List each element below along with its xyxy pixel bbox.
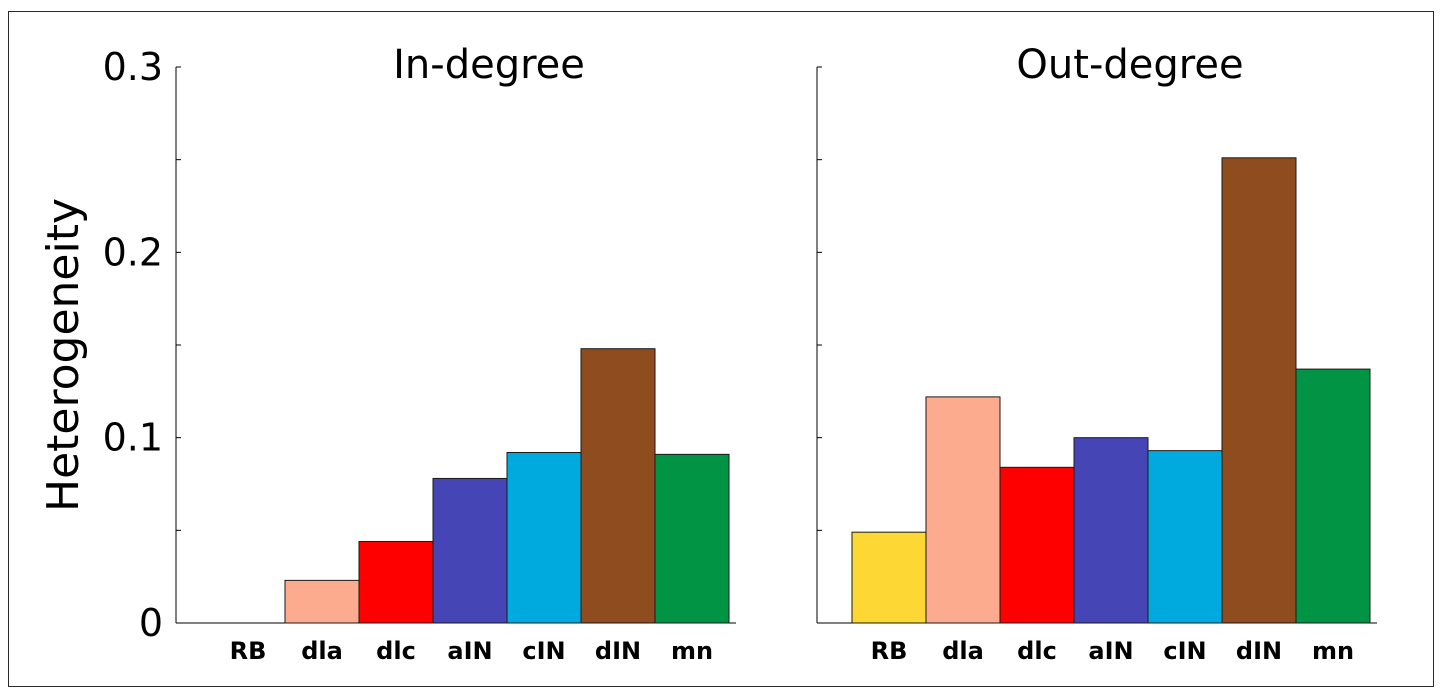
bar-aIN bbox=[1073, 437, 1149, 624]
bar-dlc bbox=[358, 540, 434, 624]
y-tick-label: 0 bbox=[139, 601, 163, 645]
bar-aIN bbox=[432, 477, 508, 624]
y-tick-label: 0.3 bbox=[103, 45, 163, 89]
x-tick-label: cIN bbox=[1163, 637, 1206, 665]
bar-dIN bbox=[1221, 157, 1297, 624]
x-tick-label: dla bbox=[942, 637, 984, 665]
bar-dlc bbox=[999, 466, 1075, 624]
x-tick-label: mn bbox=[671, 637, 713, 665]
y-axis-label: Heterogeneity bbox=[38, 198, 89, 512]
panel-title: In-degree bbox=[393, 42, 585, 88]
y-tick-label: 0.1 bbox=[103, 416, 163, 460]
bar-mn bbox=[1295, 368, 1371, 624]
x-tick-label: aIN bbox=[447, 637, 492, 665]
x-tick-label: aIN bbox=[1088, 637, 1133, 665]
bar-cIN bbox=[1147, 450, 1223, 624]
bar-mn bbox=[654, 453, 730, 624]
panel-out-degree: Out-degree RB dla dlc aIN cIN dIN mn bbox=[816, 42, 1377, 665]
bar-dla bbox=[925, 396, 1001, 624]
panel-title: Out-degree bbox=[1016, 42, 1243, 88]
x-tick-label: dIN bbox=[595, 637, 641, 665]
x-tick-label: dlc bbox=[1017, 637, 1057, 665]
y-axis: 0 0.1 0.2 0.3 bbox=[103, 45, 163, 645]
x-tick-label: RB bbox=[230, 637, 267, 665]
x-tick-label: dIN bbox=[1236, 637, 1282, 665]
panel-in-degree: In-degree RB dla dlc aIN cIN dIN mn bbox=[175, 42, 736, 665]
y-tick-label: 0.2 bbox=[103, 230, 163, 274]
bar-cIN bbox=[506, 451, 582, 624]
x-tick-label: dla bbox=[301, 637, 343, 665]
bar-dIN bbox=[580, 348, 656, 624]
bar-RB bbox=[851, 531, 927, 624]
bar-dla bbox=[284, 579, 360, 624]
x-tick-label: RB bbox=[871, 637, 908, 665]
x-tick-label: mn bbox=[1312, 637, 1354, 665]
x-tick-label: cIN bbox=[522, 637, 565, 665]
x-tick-label: dlc bbox=[376, 637, 416, 665]
